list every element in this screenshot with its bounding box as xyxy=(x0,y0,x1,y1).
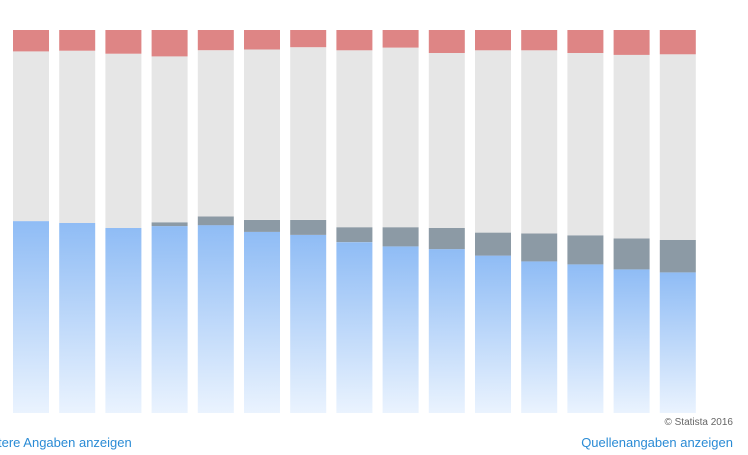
bar-4-segment-2 xyxy=(151,222,188,227)
bar-4-segment-3 xyxy=(151,56,188,223)
bars-group xyxy=(13,30,696,413)
bar-15-segment-3 xyxy=(659,54,696,240)
bar-10-segment-3 xyxy=(428,53,465,228)
bar-14-segment-2 xyxy=(613,238,650,270)
bar-6-segment-2 xyxy=(244,220,280,232)
bar-5-segment-3 xyxy=(197,50,234,217)
bar-12-segment-3 xyxy=(521,50,558,234)
bar-2-segment-3 xyxy=(59,50,96,224)
statista-credit: © Statista 2016 xyxy=(664,417,733,428)
bar-6-segment-4 xyxy=(244,30,280,50)
bar-15-segment-4 xyxy=(659,30,696,55)
bar-9-segment-3 xyxy=(382,47,419,228)
bar-9-segment-4 xyxy=(382,30,419,48)
bar-2-segment-4 xyxy=(59,30,96,51)
bar-10-segment-2 xyxy=(428,228,465,250)
bar-5-segment-4 xyxy=(197,30,234,51)
bar-11-segment-4 xyxy=(475,30,511,51)
bar-10-segment-4 xyxy=(428,30,465,53)
bar-8-segment-4 xyxy=(336,30,373,51)
bar-15-segment-1 xyxy=(659,272,696,413)
bar-6-segment-3 xyxy=(244,49,280,220)
bar-5-segment-1 xyxy=(197,225,234,413)
bar-3-segment-4 xyxy=(105,30,142,54)
bar-1-segment-1 xyxy=(13,221,49,413)
bar-7-segment-2 xyxy=(290,220,327,235)
bar-2-segment-1 xyxy=(59,223,96,413)
bar-11-segment-1 xyxy=(475,255,511,413)
bar-13-segment-1 xyxy=(567,264,604,413)
bar-13-segment-2 xyxy=(567,235,604,265)
bar-8-segment-3 xyxy=(336,50,373,228)
bar-9-segment-2 xyxy=(382,227,419,247)
source-link[interactable]: Quellenangaben anzeigen xyxy=(581,435,733,450)
bar-14-segment-4 xyxy=(613,30,650,55)
bar-3-segment-3 xyxy=(105,53,142,229)
bar-10-segment-1 xyxy=(428,249,465,413)
bar-5-segment-2 xyxy=(197,216,234,226)
more-info-link[interactable]: tere Angaben anzeigen xyxy=(0,435,132,450)
bar-4-segment-4 xyxy=(151,30,188,57)
bar-1-segment-3 xyxy=(13,51,49,222)
bar-14-segment-1 xyxy=(613,269,650,413)
bar-8-segment-2 xyxy=(336,227,373,243)
bar-8-segment-1 xyxy=(336,242,373,413)
bar-13-segment-4 xyxy=(567,30,604,53)
bar-7-segment-3 xyxy=(290,47,327,220)
bar-14-segment-3 xyxy=(613,54,650,239)
bar-7-segment-1 xyxy=(290,234,327,413)
bar-15-segment-2 xyxy=(659,240,696,273)
bar-9-segment-1 xyxy=(382,246,419,413)
bar-11-segment-3 xyxy=(475,50,511,233)
bar-6-segment-1 xyxy=(244,231,280,413)
bar-12-segment-2 xyxy=(521,233,558,262)
bar-1-segment-4 xyxy=(13,30,49,52)
bar-7-segment-4 xyxy=(290,30,327,48)
bar-4-segment-1 xyxy=(151,226,188,413)
bar-3-segment-1 xyxy=(105,228,142,413)
bar-11-segment-2 xyxy=(475,232,511,256)
bar-12-segment-4 xyxy=(521,30,558,51)
bar-13-segment-3 xyxy=(567,53,604,236)
bar-12-segment-1 xyxy=(521,261,558,413)
